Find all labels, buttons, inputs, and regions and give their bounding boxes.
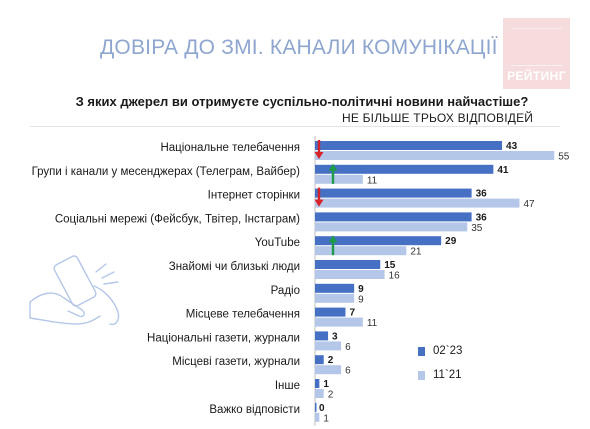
bar-series-a bbox=[315, 141, 503, 150]
data-label-series-b: 21 bbox=[410, 247, 422, 258]
data-label-series-b: 47 bbox=[523, 199, 535, 210]
category-label: Інше bbox=[275, 380, 300, 392]
category-label: Групи і канали у месенджерах (Телеграм, … bbox=[32, 166, 301, 178]
survey-question: З яких джерел ви отримуєте суспільно-пол… bbox=[75, 94, 529, 109]
data-label-series-b: 9 bbox=[358, 294, 364, 305]
bar-series-b bbox=[315, 222, 468, 232]
bar-series-b bbox=[315, 174, 363, 184]
data-label-series-a: 2 bbox=[328, 355, 334, 366]
data-label-series-b: 11 bbox=[367, 175, 378, 186]
trend-up-arrowhead bbox=[328, 235, 338, 243]
bar-series-b bbox=[315, 389, 324, 398]
data-label-series-a: 15 bbox=[384, 260, 396, 271]
category-label: Місцеве телебачення bbox=[186, 309, 300, 321]
bar-series-b bbox=[315, 412, 320, 422]
data-label-series-a: 36 bbox=[476, 189, 488, 200]
bar-series-a bbox=[315, 355, 324, 365]
data-label-series-a: 1 bbox=[323, 379, 329, 390]
legend-swatch-series-a bbox=[418, 346, 425, 356]
data-label-series-a: 9 bbox=[358, 284, 364, 295]
data-label-series-a: 36 bbox=[476, 212, 488, 223]
trend-down-arrowhead bbox=[314, 152, 324, 159]
legend-item-series-b: 11`21 bbox=[418, 368, 462, 382]
data-label-series-a: 29 bbox=[445, 236, 457, 247]
bar-series-b bbox=[315, 198, 520, 208]
bar-series-a bbox=[315, 283, 355, 293]
divider bbox=[30, 126, 560, 127]
bar-series-a bbox=[315, 307, 346, 317]
answer-limit-note: НЕ БІЛЬШЕ ТРЬОХ ВІДПОВІДЕЙ bbox=[342, 111, 534, 125]
category-label: YouTube bbox=[255, 237, 300, 249]
trend-down-arrowhead bbox=[314, 199, 324, 207]
bar-series-b bbox=[315, 341, 342, 351]
category-label: Соціальні мережі (Фейсбук, Твітер, Інста… bbox=[55, 213, 300, 225]
legend-item-series-a: 02`23 bbox=[418, 344, 462, 358]
data-label-series-a: 3 bbox=[332, 331, 338, 342]
data-label-series-b: 6 bbox=[345, 366, 351, 377]
data-label-series-a: 41 bbox=[497, 165, 509, 176]
bar-series-a bbox=[315, 402, 317, 412]
logo-decoration bbox=[511, 28, 562, 66]
trend-up-arrowhead bbox=[328, 163, 338, 171]
data-label-series-b: 2 bbox=[328, 390, 334, 401]
bar-series-a bbox=[315, 188, 472, 198]
bar-series-b bbox=[315, 365, 342, 375]
data-label-series-b: 35 bbox=[471, 223, 483, 234]
data-label-series-a: 7 bbox=[349, 308, 355, 319]
rating-logo: РЕЙТИНГ bbox=[503, 18, 570, 89]
bar-series-b bbox=[315, 270, 385, 279]
legend-label-series-b: 11`21 bbox=[433, 369, 462, 381]
bar-series-a bbox=[315, 331, 329, 341]
data-label-series-b: 6 bbox=[345, 342, 351, 353]
legend-swatch-series-b bbox=[418, 370, 425, 380]
bar-series-b bbox=[315, 293, 355, 303]
bar-series-a bbox=[315, 236, 442, 246]
chart-legend: 02`23 11`21 bbox=[418, 344, 462, 392]
data-label-series-a: 43 bbox=[506, 141, 518, 152]
bar-series-b bbox=[315, 317, 363, 327]
page-title: ДОВІРА ДО ЗМІ. КАНАЛИ КОМУНІКАЦІЇ bbox=[100, 36, 498, 59]
category-label: Важко відповісти bbox=[209, 404, 300, 416]
category-label: Національні газети, журнали bbox=[147, 332, 300, 344]
category-label: Національне телебачення bbox=[160, 142, 300, 154]
category-label: Знайомі чи близькі люди bbox=[169, 261, 300, 273]
data-label-series-b: 11 bbox=[367, 318, 378, 329]
logo-text: РЕЙТИНГ bbox=[507, 69, 566, 83]
legend-label-series-a: 02`23 bbox=[433, 345, 463, 357]
data-label-series-b: 16 bbox=[389, 271, 401, 282]
bar-series-b bbox=[315, 246, 407, 256]
data-label-series-b: 1 bbox=[323, 413, 329, 424]
bar-series-b bbox=[315, 151, 555, 160]
data-label-series-a: 0 bbox=[319, 403, 325, 414]
hand-smartphone-icon bbox=[29, 255, 120, 326]
data-label-series-b: 55 bbox=[558, 152, 570, 163]
bar-series-a bbox=[315, 260, 381, 269]
bar-series-a bbox=[315, 212, 472, 222]
category-label: Радіо bbox=[271, 285, 300, 297]
bar-series-a bbox=[315, 379, 320, 388]
bar-series-a bbox=[315, 164, 494, 174]
category-label: Інтернет сторінки bbox=[208, 190, 300, 202]
category-label: Місцеві газети, журнали bbox=[172, 356, 300, 368]
